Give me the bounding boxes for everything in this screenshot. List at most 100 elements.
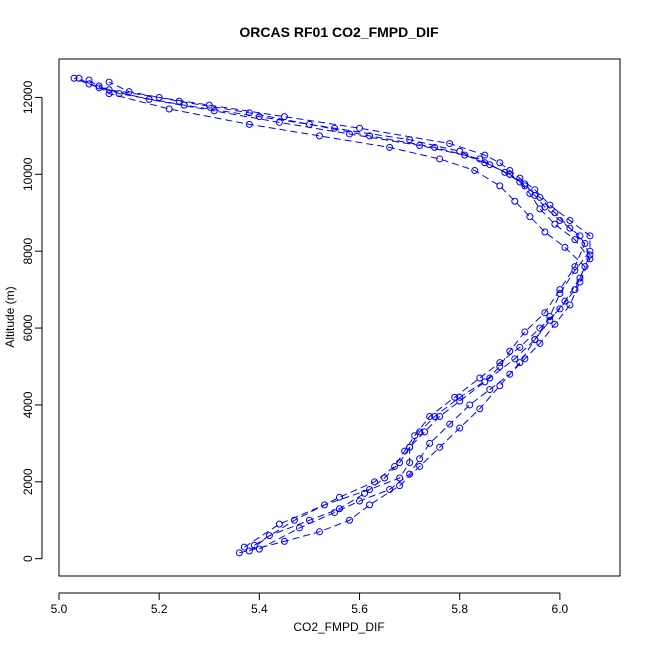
- data-point: [486, 161, 494, 169]
- x-tick-label: 5.4: [251, 602, 268, 616]
- data-point: [451, 393, 459, 401]
- data-point: [526, 213, 534, 221]
- data-point: [436, 412, 444, 420]
- data-point: [366, 501, 374, 509]
- data-point: [476, 405, 484, 413]
- data-point: [546, 316, 554, 324]
- data-point: [275, 520, 283, 528]
- x-tick-label: 5.6: [351, 602, 368, 616]
- data-point: [511, 197, 519, 205]
- data-point: [551, 320, 559, 328]
- data-point: [556, 216, 564, 224]
- data-point: [551, 220, 559, 228]
- data-point: [486, 386, 494, 394]
- data-point: [406, 470, 414, 478]
- data-point: [571, 236, 579, 244]
- data-point: [446, 140, 454, 148]
- data-point: [581, 240, 589, 248]
- data-point: [566, 224, 574, 232]
- data-point: [290, 516, 298, 524]
- data-point: [571, 263, 579, 271]
- data-point: [401, 447, 409, 455]
- data-point: [426, 439, 434, 447]
- data-point: [456, 424, 464, 432]
- data-point: [336, 493, 343, 501]
- data-point: [105, 90, 113, 98]
- data-point: [571, 286, 579, 294]
- data-point: [381, 474, 389, 482]
- y-tick-label: 0: [21, 555, 35, 562]
- data-point: [556, 305, 564, 313]
- data-point: [356, 497, 364, 505]
- data-point: [346, 516, 354, 524]
- data-point: [245, 120, 253, 128]
- chart-title: ORCAS RF01 CO2_FMPD_DIF: [239, 24, 439, 40]
- data-point: [125, 88, 133, 96]
- data-point: [245, 547, 253, 555]
- x-tick-label: 5.2: [151, 602, 168, 616]
- y-tick-label: 6000: [21, 314, 35, 341]
- data-point: [496, 159, 504, 167]
- y-tick-label: 2000: [21, 468, 35, 495]
- y-tick-label: 12000: [21, 80, 35, 114]
- data-point: [586, 251, 594, 259]
- data-point: [496, 382, 504, 390]
- data-point: [165, 105, 173, 113]
- data-point: [486, 374, 494, 382]
- data-point: [75, 74, 83, 82]
- data-point: [330, 509, 338, 517]
- data-point: [521, 328, 529, 336]
- data-point: [456, 393, 464, 401]
- data-point: [521, 182, 529, 190]
- data-point: [506, 170, 514, 178]
- data-point: [95, 84, 103, 92]
- data-point: [240, 543, 248, 551]
- y-tick-label: 4000: [21, 391, 35, 418]
- data-point: [145, 95, 153, 103]
- data-point: [105, 78, 113, 86]
- data-point: [95, 82, 103, 90]
- data-point: [431, 143, 439, 151]
- data-point: [396, 474, 404, 482]
- data-point: [586, 255, 594, 263]
- data-point: [541, 309, 549, 317]
- data-point: [205, 101, 213, 109]
- data-point: [476, 374, 484, 382]
- data-point: [576, 232, 584, 240]
- data-point: [481, 378, 489, 386]
- y-axis-label: Altitude (m): [3, 286, 17, 347]
- data-point: [561, 297, 569, 305]
- data-point: [416, 141, 424, 149]
- data-point: [541, 203, 549, 211]
- data-point: [521, 180, 529, 188]
- series-line: [98, 85, 586, 552]
- data-point: [391, 462, 399, 470]
- data-point: [386, 143, 394, 151]
- data-point: [255, 113, 263, 121]
- data-point: [426, 412, 434, 420]
- x-tick-label: 5.0: [51, 602, 68, 616]
- data-point: [446, 420, 454, 428]
- data-point: [330, 124, 338, 132]
- series-line: [108, 81, 591, 550]
- data-point: [416, 462, 424, 470]
- data-point: [506, 347, 514, 355]
- data-point: [315, 132, 323, 140]
- data-point: [496, 182, 504, 190]
- data-point: [411, 432, 419, 440]
- data-point: [346, 130, 354, 138]
- data-point: [561, 243, 569, 251]
- data-point: [466, 401, 474, 409]
- series-line: [78, 77, 591, 554]
- series-line: [73, 77, 591, 548]
- data-point: [576, 274, 584, 282]
- data-point: [245, 109, 253, 117]
- data-point: [566, 216, 574, 224]
- series-line: [88, 79, 586, 546]
- data-point: [210, 107, 218, 115]
- y-tick-label: 10000: [21, 157, 35, 191]
- data-point: [431, 412, 439, 420]
- data-point: [265, 532, 273, 540]
- data-point: [416, 428, 424, 436]
- plot-frame: [58, 58, 621, 577]
